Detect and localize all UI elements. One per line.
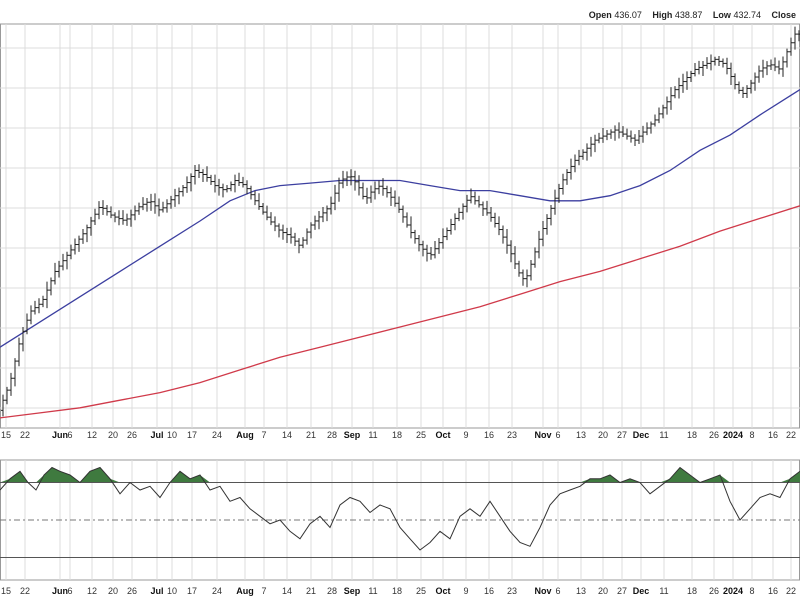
x-tick-label: 9: [463, 430, 468, 440]
high-value: 438.87: [674, 10, 703, 20]
x-tick-label: 14: [282, 586, 292, 596]
x-tick-label: Nov: [534, 430, 551, 440]
x-tick-label: 2024: [723, 430, 743, 440]
low-label: Low: [712, 10, 731, 20]
x-tick-label: 20: [108, 430, 118, 440]
x-tick-label: 12: [87, 586, 97, 596]
x-tick-label: Dec: [633, 430, 650, 440]
x-tick-label: 22: [786, 430, 796, 440]
x-tick-label: 24: [212, 430, 222, 440]
x-tick-label: 6: [67, 586, 72, 596]
main-panel-frame: [0, 23, 800, 429]
x-tick-label: 28: [327, 430, 337, 440]
x-tick-label: 15: [1, 430, 11, 440]
x-tick-label: Jul: [150, 586, 163, 596]
x-tick-label: 26: [709, 430, 719, 440]
x-tick-label: Oct: [435, 586, 450, 596]
x-tick-label: 27: [617, 586, 627, 596]
x-tick-label: 16: [768, 430, 778, 440]
close-label: Close: [771, 10, 796, 20]
moving-average-long-line: [0, 205, 800, 419]
oscillator-overbought-fill: [0, 467, 800, 483]
x-tick-label: 13: [576, 586, 586, 596]
x-tick-label: 17: [187, 586, 197, 596]
x-tick-label: 11: [659, 586, 668, 596]
x-tick-label: 11: [659, 430, 668, 440]
x-tick-label: 25: [416, 586, 426, 596]
x-tick-label: Aug: [236, 430, 254, 440]
x-tick-label: 18: [687, 430, 697, 440]
x-tick-label: 18: [392, 586, 402, 596]
x-tick-label: 18: [392, 430, 402, 440]
x-tick-label: Aug: [236, 586, 254, 596]
x-tick-label: 16: [768, 586, 778, 596]
x-tick-label: 22: [20, 430, 30, 440]
x-tick-label: 23: [507, 586, 517, 596]
x-tick-label: 22: [786, 586, 796, 596]
x-tick-label: 26: [709, 586, 719, 596]
open-value: 436.07: [614, 10, 642, 20]
x-tick-label: 7: [261, 586, 266, 596]
x-tick-label: Jun: [52, 586, 68, 596]
x-tick-label: 12: [87, 430, 97, 440]
x-tick-label: 7: [261, 430, 266, 440]
x-tick-label: 20: [598, 430, 608, 440]
x-tick-label: 27: [617, 430, 627, 440]
x-tick-label: Sep: [344, 586, 361, 596]
x-tick-label: 6: [555, 586, 560, 596]
x-tick-label: 25: [416, 430, 426, 440]
x-tick-label: 8: [749, 430, 754, 440]
x-tick-label: 11: [368, 586, 377, 596]
x-tick-label: 17: [187, 430, 197, 440]
x-tick-label: 15: [1, 586, 11, 596]
x-tick-label: 11: [368, 430, 377, 440]
x-tick-label: 28: [327, 586, 337, 596]
x-tick-label: 13: [576, 430, 586, 440]
x-tick-label: 8: [749, 586, 754, 596]
x-tick-label: 22: [20, 586, 30, 596]
moving-average-short-line: [0, 89, 800, 348]
x-tick-label: 26: [127, 586, 137, 596]
x-tick-label: Nov: [534, 586, 551, 596]
x-tick-label: 23: [507, 430, 517, 440]
x-tick-label: 20: [108, 586, 118, 596]
x-tick-label: 20: [598, 586, 608, 596]
x-tick-label: 24: [212, 586, 222, 596]
x-tick-label: 18: [687, 586, 697, 596]
low-value: 432.74: [733, 10, 761, 20]
x-tick-label: 2024: [723, 586, 743, 596]
x-tick-label: 14: [282, 430, 292, 440]
x-tick-label: Dec: [633, 586, 650, 596]
x-tick-label: 10: [167, 430, 177, 440]
open-label: Open: [588, 10, 612, 20]
x-tick-label: 21: [306, 430, 316, 440]
x-tick-label: 9: [463, 586, 468, 596]
high-label: High: [652, 10, 673, 20]
x-tick-label: 6: [67, 430, 72, 440]
x-tick-label: 16: [484, 586, 494, 596]
x-tick-label: 26: [127, 430, 137, 440]
x-tick-label: Jun: [52, 430, 68, 440]
x-tick-label: 21: [306, 586, 316, 596]
x-tick-label: Sep: [344, 430, 361, 440]
ohlc-readout: Open 436.07 High 438.87 Low 432.74 Close: [589, 10, 800, 20]
x-tick-label: Oct: [435, 430, 450, 440]
x-tick-label: Jul: [150, 430, 163, 440]
oscillator-line: [0, 466, 800, 551]
x-tick-label: 10: [167, 586, 177, 596]
x-tick-label: 16: [484, 430, 494, 440]
x-tick-label: 6: [555, 430, 560, 440]
